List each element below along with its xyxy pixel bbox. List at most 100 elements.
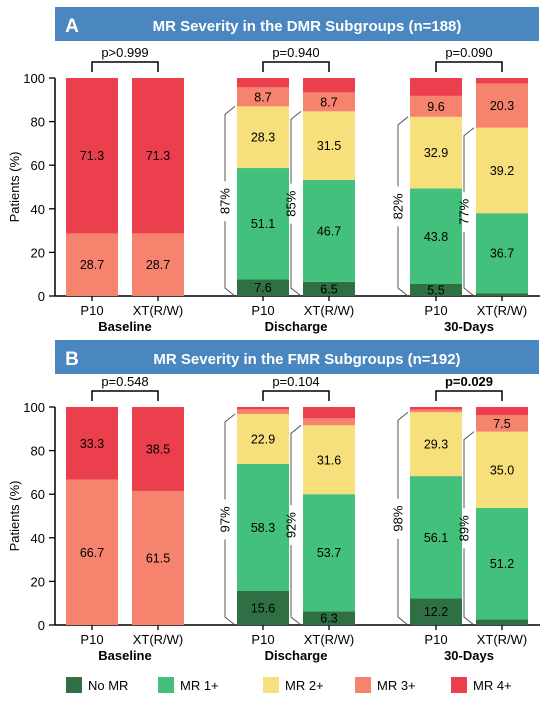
data-label: 33.3 xyxy=(80,437,104,451)
p-value-label: p=0.940 xyxy=(272,45,319,60)
bar-segment-mr2 xyxy=(237,106,289,169)
data-label: 29.3 xyxy=(424,438,448,452)
data-label: 7.6 xyxy=(254,281,271,295)
bar-segment-mr3 xyxy=(410,409,462,413)
data-label: 31.6 xyxy=(317,453,341,467)
x-tick-label: XT(R/W) xyxy=(133,303,184,318)
y-tick-label: 0 xyxy=(38,289,45,304)
data-label: 22.9 xyxy=(251,432,275,446)
panel-title: MR Severity in the FMR Subgroups (n=192) xyxy=(153,351,460,368)
cumulative-bracket xyxy=(224,105,236,297)
bar-segment-mr3 xyxy=(132,233,184,296)
bar-segment-mr1 xyxy=(237,463,289,591)
data-label: 8.7 xyxy=(254,90,271,104)
data-label: 28.7 xyxy=(146,258,170,272)
bar-segment-no-mr xyxy=(410,284,462,296)
panel-letter: A xyxy=(65,16,79,37)
legend-item-label: MR 4+ xyxy=(473,678,512,693)
bar-segment-mr4 xyxy=(410,78,462,96)
data-label: 5.5 xyxy=(427,284,444,298)
bar-segment-mr3 xyxy=(303,92,355,112)
y-tick-label: 20 xyxy=(31,574,45,589)
bar-segment-no-mr xyxy=(237,590,289,625)
bar-segment-mr1 xyxy=(237,168,289,280)
group-label: 30-Days xyxy=(444,319,494,334)
bar-segment-mr3 xyxy=(476,415,528,432)
data-label: 6.5 xyxy=(320,282,337,296)
x-tick-label: P10 xyxy=(80,303,103,318)
cumulative-label: 92% xyxy=(284,512,299,538)
panel-a: A MR Severity in the DMR Subgroups (n=188… xyxy=(7,7,540,334)
legend-swatch xyxy=(355,677,371,693)
y-axis-title: Patients (%) xyxy=(7,152,22,223)
y-tick-label: 100 xyxy=(23,71,45,86)
p-value-label: p=0.090 xyxy=(445,45,492,60)
bar-segment-no-mr xyxy=(476,619,528,625)
p-value-bracket xyxy=(435,61,503,72)
bar-segment-mr2 xyxy=(410,412,462,477)
p-value-label: p>0.999 xyxy=(101,45,148,60)
x-tick-label: P10 xyxy=(424,632,447,647)
bar-segment-mr4 xyxy=(303,78,355,93)
bar-segment-mr3 xyxy=(66,479,118,625)
data-label: 66.7 xyxy=(80,546,104,560)
cumulative-bracket xyxy=(463,127,475,297)
p-value-bracket xyxy=(262,61,330,72)
bar-segment-mr3 xyxy=(410,95,462,117)
cumulative-label: 87% xyxy=(218,188,233,214)
p-value-label: p=0.104 xyxy=(272,374,319,389)
x-tick-label: XT(R/W) xyxy=(133,632,184,647)
group-label: Baseline xyxy=(98,648,151,663)
bar-segment-mr1 xyxy=(410,476,462,599)
bar-segment-mr4 xyxy=(132,407,184,491)
bar-segment-no-mr xyxy=(410,598,462,625)
p-value-bracket xyxy=(262,390,330,401)
x-tick-label: XT(R/W) xyxy=(304,303,355,318)
bar-segment-no-mr xyxy=(303,611,355,625)
data-label: 43.8 xyxy=(424,230,448,244)
bar-segment-mr4 xyxy=(237,78,289,88)
data-label: 39.2 xyxy=(490,164,514,178)
cumulative-label: 85% xyxy=(284,190,299,216)
p-value-label: p=0.029 xyxy=(445,374,493,389)
cumulative-bracket xyxy=(290,424,302,626)
data-label: 51.1 xyxy=(251,217,275,231)
data-label: 8.7 xyxy=(320,95,337,109)
data-label: 12.2 xyxy=(424,605,448,619)
data-label: 9.6 xyxy=(427,100,444,114)
bar-segment-no-mr xyxy=(237,279,289,296)
bar-segment-mr4 xyxy=(476,78,528,84)
data-label: 36.7 xyxy=(490,247,514,261)
bar-segment-mr2 xyxy=(303,111,355,181)
y-tick-label: 100 xyxy=(23,400,45,415)
p-value-label: p=0.548 xyxy=(101,374,148,389)
data-label: 58.3 xyxy=(251,521,275,535)
bar-segment-mr4 xyxy=(66,407,118,480)
group-label: Discharge xyxy=(265,648,328,663)
y-tick-label: 40 xyxy=(31,202,45,217)
data-label: 20.3 xyxy=(490,99,514,113)
x-tick-label: P10 xyxy=(424,303,447,318)
bar-segment-mr2 xyxy=(303,425,355,495)
data-label: 71.3 xyxy=(146,149,170,163)
data-label: 53.7 xyxy=(317,546,341,560)
data-label: 28.3 xyxy=(251,131,275,145)
bar-segment-no-mr xyxy=(476,293,528,296)
data-label: 56.1 xyxy=(424,531,448,545)
legend-item-label: MR 1+ xyxy=(180,678,219,693)
panel-header xyxy=(55,7,539,41)
data-label: 6.3 xyxy=(320,612,337,626)
y-tick-label: 20 xyxy=(31,245,45,260)
y-axis-title: Patients (%) xyxy=(7,481,22,552)
bar-segment-mr3 xyxy=(303,418,355,426)
group-label: Baseline xyxy=(98,319,151,334)
data-label: 7.5 xyxy=(493,417,510,431)
data-label: 61.5 xyxy=(146,551,170,565)
y-tick-label: 0 xyxy=(38,618,45,633)
bar-segment-mr1 xyxy=(410,188,462,285)
legend-item-label: No MR xyxy=(88,678,128,693)
data-label: 51.2 xyxy=(490,557,514,571)
cumulative-label: 89% xyxy=(457,515,472,541)
